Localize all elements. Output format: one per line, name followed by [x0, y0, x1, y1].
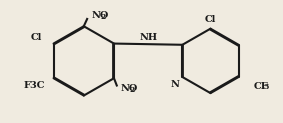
- Text: CF: CF: [254, 82, 269, 91]
- Text: NO: NO: [91, 11, 109, 20]
- Text: NH: NH: [139, 33, 157, 42]
- Text: Cl: Cl: [205, 15, 216, 24]
- Text: Cl: Cl: [31, 33, 42, 42]
- Text: NO: NO: [121, 84, 138, 93]
- Text: N: N: [171, 80, 180, 89]
- Text: 3: 3: [263, 83, 269, 91]
- Text: 2: 2: [130, 86, 135, 94]
- Text: F3C: F3C: [23, 81, 45, 90]
- Text: 2: 2: [100, 13, 106, 21]
